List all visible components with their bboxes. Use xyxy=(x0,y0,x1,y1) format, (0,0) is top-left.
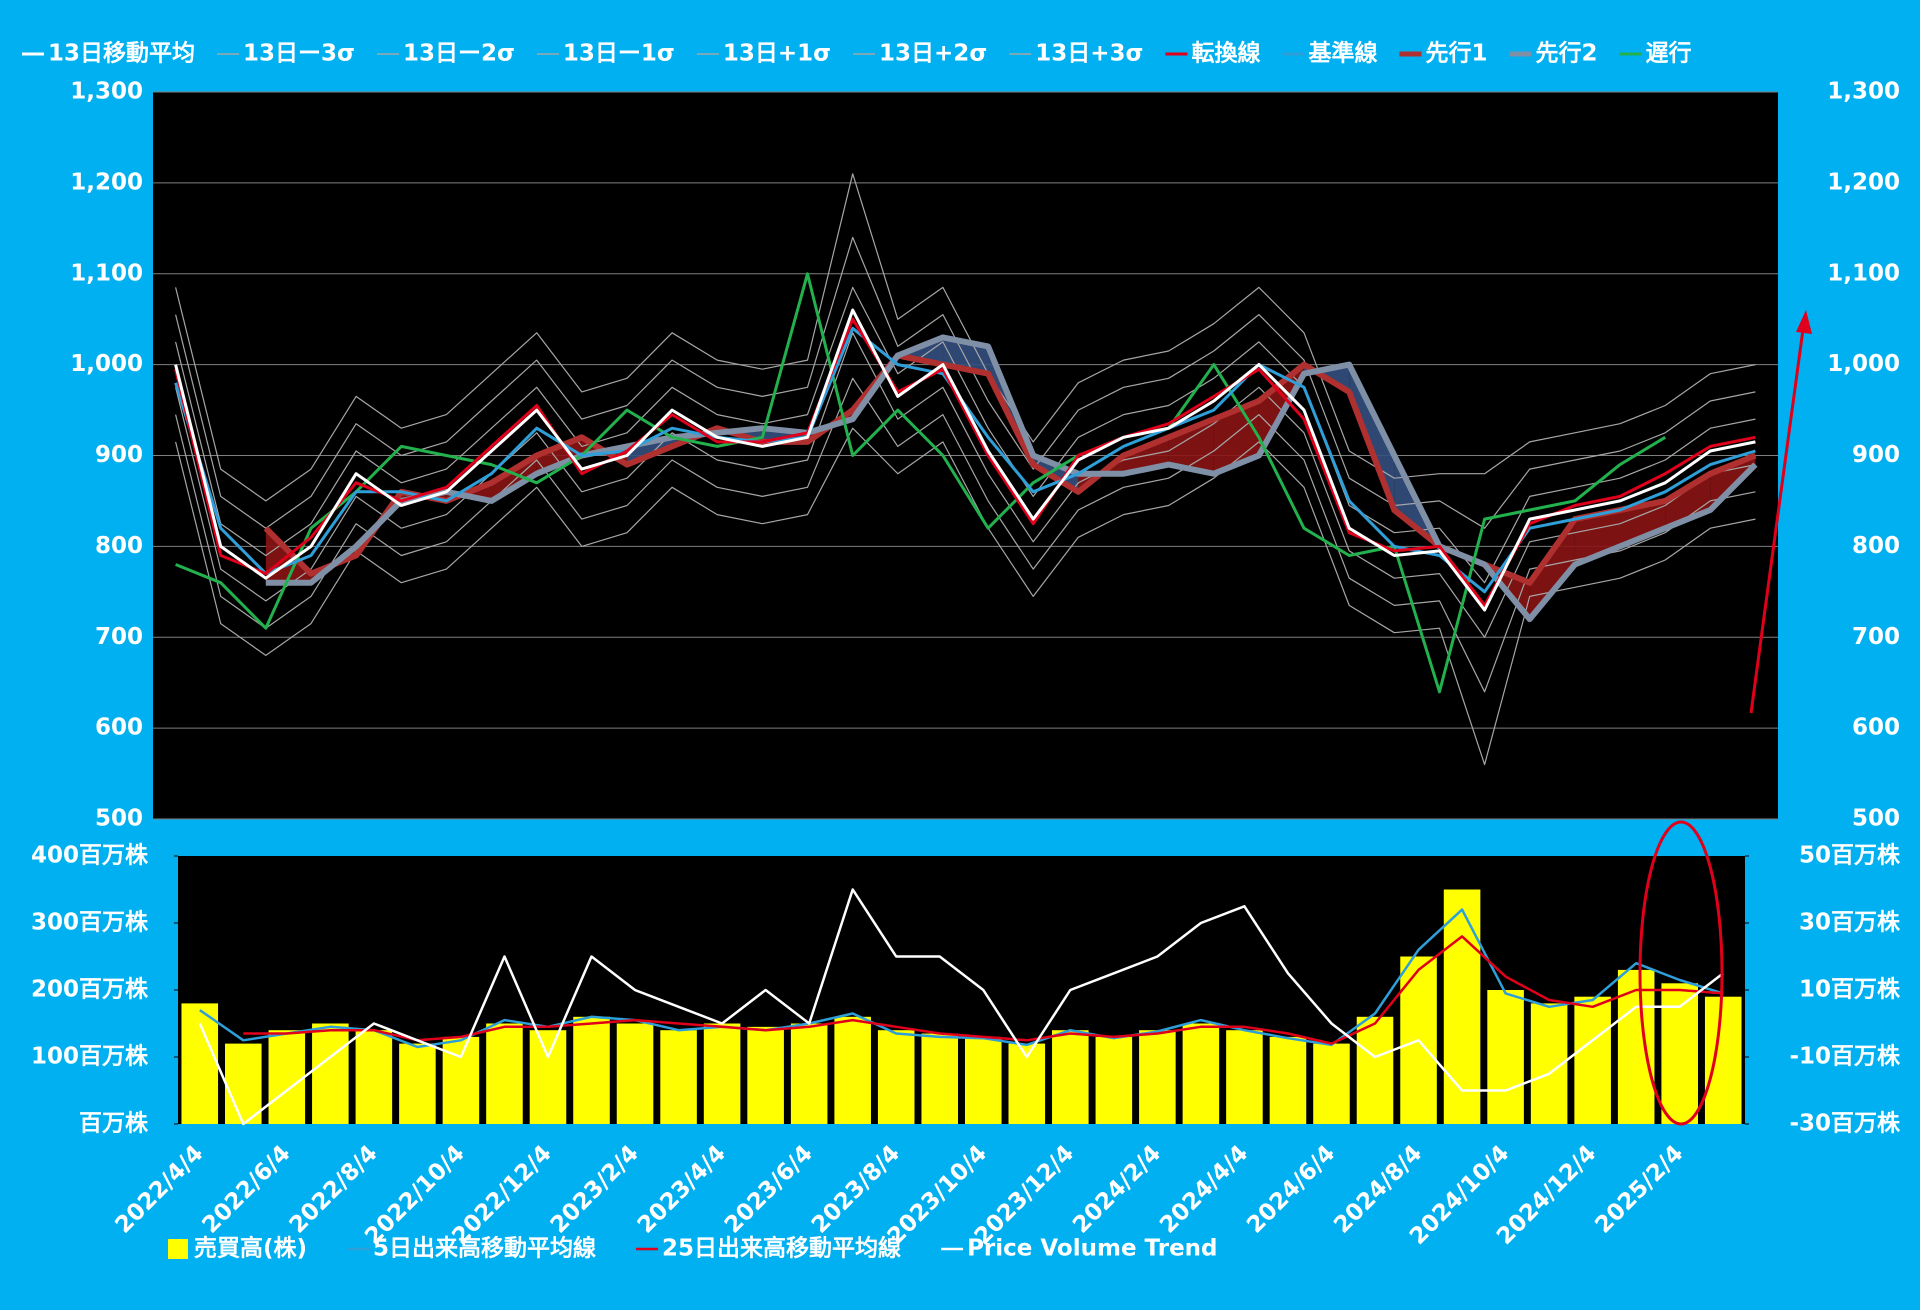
bar xyxy=(181,1003,219,1124)
cloud-segment xyxy=(1620,500,1666,547)
volume-plot-area xyxy=(178,856,1745,1124)
legend-label: 13日+3σ xyxy=(1035,41,1143,67)
bar xyxy=(964,1036,1002,1124)
y-tick-label-right: 1,100 xyxy=(1827,260,1900,286)
y-tick-label: 100百万株 xyxy=(31,1044,149,1070)
y-tick-label: 1,200 xyxy=(70,169,143,195)
y-tick-label: 800 xyxy=(95,533,143,559)
y-tick-label: 500 xyxy=(95,806,143,832)
bar xyxy=(573,1016,610,1124)
arrow-shaft xyxy=(1749,321,1806,714)
bar xyxy=(225,1043,262,1124)
y-tick-label: 600 xyxy=(95,715,143,741)
y-tick-label: 300百万株 xyxy=(31,910,149,936)
bar xyxy=(747,1026,784,1124)
bar xyxy=(1356,1016,1394,1124)
bar xyxy=(1313,1043,1350,1124)
legend-label: 売買高(株) xyxy=(194,1235,307,1262)
arrow-head xyxy=(1796,310,1812,334)
series-line xyxy=(175,377,1756,693)
y-tick-label: 1,300 xyxy=(70,79,143,105)
series-line xyxy=(198,888,1724,1126)
bar xyxy=(703,1023,741,1124)
y-tick-label: 400百万株 xyxy=(31,843,149,869)
bar xyxy=(1661,983,1698,1124)
series-line xyxy=(265,334,1758,623)
bar xyxy=(529,1030,567,1124)
y-tick-label-right: 500 xyxy=(1852,806,1900,832)
y2-tick-label: 30百万株 xyxy=(1799,910,1901,936)
legend-label: Price Volume Trend xyxy=(967,1236,1217,1262)
bar xyxy=(660,1030,697,1124)
y-tick-label: 1,000 xyxy=(70,351,143,377)
legend-label: 13日ー3σ xyxy=(243,41,355,67)
cloud-segment xyxy=(1168,419,1214,474)
y-tick-label: 900 xyxy=(95,442,143,468)
y-tick-label-right: 1,000 xyxy=(1827,351,1900,377)
y2-tick-label: -10百万株 xyxy=(1789,1044,1901,1070)
bar xyxy=(1487,990,1524,1124)
legend-label: 13日+1σ xyxy=(723,41,831,67)
y-tick-label: 700 xyxy=(95,624,143,650)
y2-tick-label: -30百万株 xyxy=(1789,1111,1901,1137)
bar xyxy=(1182,1023,1220,1124)
highlight-ellipse xyxy=(1638,820,1724,1126)
bar xyxy=(1704,996,1742,1124)
series-line xyxy=(243,935,1724,1045)
bar xyxy=(877,1030,915,1124)
bar xyxy=(268,1030,306,1124)
legend-label: 25日出来高移動平均線 xyxy=(662,1235,901,1262)
bar xyxy=(1617,969,1655,1124)
series-line xyxy=(263,352,1757,586)
bar xyxy=(1443,889,1481,1124)
bar xyxy=(1574,996,1611,1124)
legend-label: 13日移動平均 xyxy=(48,40,195,67)
y2-tick-label: 50百万株 xyxy=(1799,843,1901,869)
bar xyxy=(834,1016,871,1124)
legend-label: 先行2 xyxy=(1535,40,1597,67)
y-tick-label-right: 1,300 xyxy=(1827,79,1900,105)
bar xyxy=(1052,1030,1089,1124)
series-line xyxy=(175,427,1756,766)
legend-label: 13日+2σ xyxy=(879,41,987,67)
bar xyxy=(616,1023,654,1124)
legend-label: 基準線 xyxy=(1308,40,1377,67)
series-line xyxy=(199,908,1724,1049)
legend-label: 先行1 xyxy=(1425,40,1487,67)
y-tick-label-right: 1,200 xyxy=(1827,169,1900,195)
series-line xyxy=(175,272,1666,694)
bar xyxy=(790,1023,828,1124)
series-line xyxy=(174,308,1756,612)
legend-label: 転換線 xyxy=(1191,40,1260,67)
bar xyxy=(1095,1036,1133,1124)
bar xyxy=(442,1036,480,1124)
bar xyxy=(399,1043,436,1124)
legend-label: 5日出来高移動平均線 xyxy=(373,1235,596,1262)
y-tick-label-right: 900 xyxy=(1852,442,1900,468)
y-tick-label-right: 600 xyxy=(1852,715,1900,741)
bar xyxy=(486,1023,523,1124)
y-tick-label: 1,100 xyxy=(70,260,143,286)
legend-swatch xyxy=(168,1239,188,1259)
y2-tick-label: 10百万株 xyxy=(1799,977,1901,1003)
bar xyxy=(1269,1036,1307,1124)
y-tick-label-right: 800 xyxy=(1852,533,1900,559)
bar xyxy=(355,1030,393,1124)
cloud-segment xyxy=(491,455,537,501)
legend-label: 13日ー1σ xyxy=(563,41,675,67)
cloud-segment xyxy=(1574,510,1621,565)
legend-label: 13日ー2σ xyxy=(403,41,515,67)
y-tick-label: 百万株 xyxy=(79,1111,149,1137)
cloud-segment xyxy=(536,437,582,474)
y-tick-label: 200百万株 xyxy=(31,977,149,1003)
y-tick-label-right: 700 xyxy=(1852,624,1900,650)
bar xyxy=(921,1033,959,1124)
series-line xyxy=(175,332,1756,638)
bar xyxy=(1226,1030,1263,1124)
legend-label: 遅行 xyxy=(1645,40,1691,67)
series-line xyxy=(175,173,1756,502)
bar xyxy=(312,1023,349,1124)
bar xyxy=(1139,1030,1176,1124)
